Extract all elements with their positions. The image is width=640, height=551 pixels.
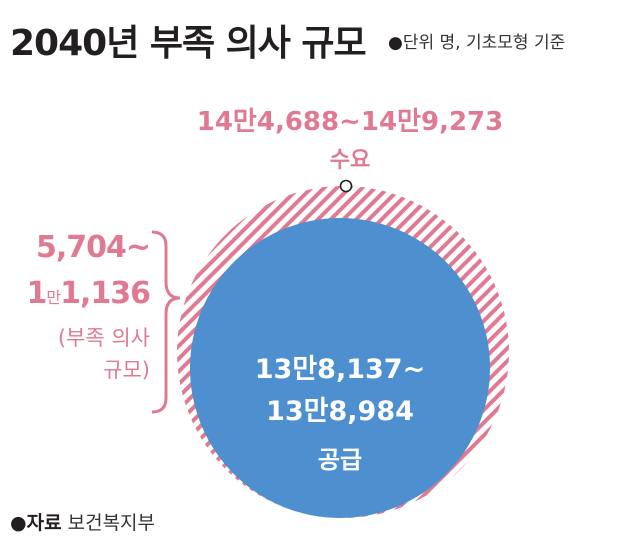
demand-label: 수요 — [329, 148, 371, 173]
bullet-dot-icon: ● — [388, 33, 403, 53]
demand-range: 14만4,688~14만9,273 — [196, 107, 504, 137]
shortage-end-suffix: 1,136 — [60, 276, 151, 311]
demand-marker — [339, 179, 353, 193]
shortage-end-man: 만 — [46, 288, 61, 307]
source-bullet-icon: ● — [10, 512, 27, 534]
unit-note: ●단위 명, 기초모형 기준 — [388, 28, 565, 53]
shortage-note-line2: 규모) — [103, 358, 150, 382]
shortage-end-prefix: 1 — [26, 276, 47, 311]
supply-circle — [190, 218, 490, 518]
source-note: ●자료 보건복지부 — [10, 508, 155, 535]
unit-note-text: 단위 명, 기초모형 기준 — [402, 33, 566, 53]
shortage-brace — [151, 230, 181, 414]
source-label: 자료 — [26, 512, 62, 534]
shortage-note-line1: (부족 의사 — [57, 326, 150, 350]
shortage-range-end: 1만1,136 — [2, 276, 151, 311]
source-value: 보건복지부 — [67, 512, 156, 534]
page-title: 2040년 부족 의사 규모 — [10, 23, 367, 64]
supply-range-start: 13만8,137~ — [254, 354, 426, 385]
supply-label: 공급 — [317, 446, 363, 474]
supply-range-end: 13만8,984 — [266, 396, 414, 427]
shortage-range-start: 5,704~ — [35, 230, 151, 265]
